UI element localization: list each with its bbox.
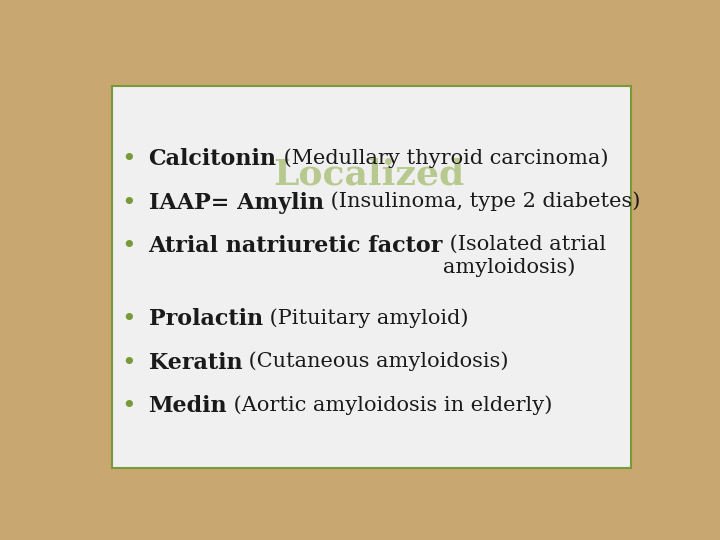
Text: (Medullary thyroid carcinoma): (Medullary thyroid carcinoma) (276, 148, 608, 167)
Text: •: • (122, 352, 136, 375)
Text: •: • (122, 395, 136, 418)
Text: Atrial natriuretic factor: Atrial natriuretic factor (148, 235, 443, 257)
Text: (Cutaneous amyloidosis): (Cutaneous amyloidosis) (242, 352, 509, 372)
Text: •: • (122, 235, 136, 258)
Text: •: • (122, 308, 136, 331)
Text: Calcitonin: Calcitonin (148, 148, 276, 170)
Text: •: • (122, 192, 136, 214)
Text: •: • (122, 148, 136, 171)
Text: (Insulinoma, type 2 diabetes): (Insulinoma, type 2 diabetes) (323, 192, 640, 211)
Text: Medin: Medin (148, 395, 228, 417)
Text: Keratin: Keratin (148, 352, 242, 374)
Text: (Pituitary amyloid): (Pituitary amyloid) (263, 308, 468, 328)
Text: IAAP= Amylin: IAAP= Amylin (148, 192, 323, 214)
Text: Localized: Localized (274, 158, 464, 192)
FancyBboxPatch shape (112, 85, 631, 468)
Text: Prolactin: Prolactin (148, 308, 263, 330)
Text: (Aortic amyloidosis in elderly): (Aortic amyloidosis in elderly) (228, 395, 552, 415)
Text: (Isolated atrial
amyloidosis): (Isolated atrial amyloidosis) (443, 235, 606, 277)
